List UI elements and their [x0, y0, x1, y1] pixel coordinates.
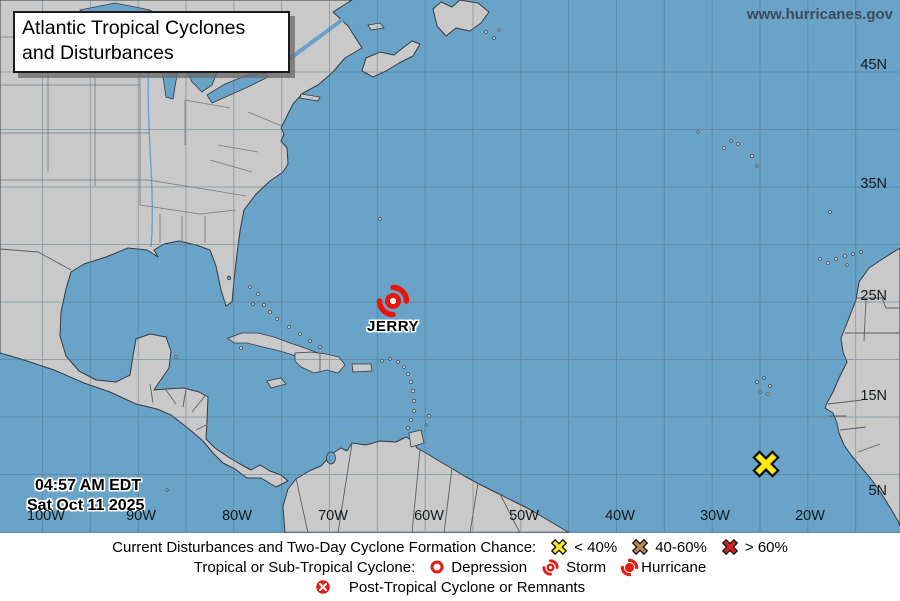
- legend-item-40-60: 40-60%: [631, 538, 707, 556]
- lat-label-25n: 25N: [860, 288, 887, 304]
- nova-scotia: [361, 40, 421, 78]
- timestamp-time: 04:57 AM EDT: [35, 477, 142, 494]
- legend-storm-label: Storm: [566, 558, 607, 576]
- lake-erie: [206, 69, 269, 104]
- island-dots: [165, 28, 863, 492]
- lat-label-15n: 15N: [860, 388, 887, 404]
- storm-name-label: JERRY: [367, 318, 419, 335]
- puerto-rico-island: [351, 363, 373, 373]
- legend-depression-label: Depression: [451, 558, 528, 576]
- legend-40-60-label: 40-60%: [655, 538, 707, 556]
- long-island: [299, 93, 321, 102]
- legend-row-post-tropical: Post-Tropical Cyclone or Remnants: [0, 578, 900, 597]
- state-borders: [0, 36, 900, 534]
- legend-gt60-label: > 60%: [744, 538, 788, 556]
- storm-arm-top: [390, 284, 410, 304]
- legend-item-storm: Storm: [541, 558, 606, 577]
- legend-post-tropical-label: Post-Tropical Cyclone or Remnants: [348, 578, 586, 596]
- x-red-icon: [721, 538, 739, 556]
- timestamp: 04:57 AM EDT Sat Oct 11 2025: [27, 476, 144, 516]
- country-borders: [0, 248, 900, 534]
- legend-disturbance-heading: Current Disturbances and Two-Day Cyclone…: [112, 538, 537, 556]
- lon-label-70w: 70W: [318, 508, 348, 524]
- legend-item-gt60: > 60%: [721, 538, 788, 556]
- disturbance-marker-x[interactable]: [752, 450, 780, 478]
- map-title-line2: and Disturbances: [22, 41, 174, 64]
- legend-item-depression: Depression: [429, 559, 527, 576]
- legend-lt40-label: < 40%: [574, 538, 618, 556]
- legend-cyclone-heading: Tropical or Sub-Tropical Cyclone:: [193, 558, 416, 576]
- lat-label-35n: 35N: [860, 176, 887, 192]
- hurricanes-gov-label: www.hurricanes.gov: [746, 6, 893, 23]
- mississippi-river: [147, 61, 154, 248]
- depression-circle-icon: [430, 560, 444, 574]
- legend-item-hurricane: Hurricane: [620, 558, 706, 577]
- map-title: Atlantic Tropical Cyclones and Disturban…: [13, 11, 290, 73]
- africa-landmass: [824, 247, 900, 527]
- lon-label-40w: 40W: [605, 508, 635, 524]
- hurricane-swirl-icon: [620, 558, 639, 576]
- prince-edward-island: [367, 22, 385, 31]
- lon-label-60w: 60W: [414, 508, 444, 524]
- lake-maracaibo: [326, 451, 336, 465]
- map-title-line1: Atlantic Tropical Cyclones: [22, 17, 246, 39]
- lon-label-50w: 50W: [509, 508, 539, 524]
- atlantic-basin-map: [0, 0, 900, 534]
- lon-label-100w: 100W: [27, 508, 65, 524]
- legend-hurricane-label: Hurricane: [641, 558, 707, 576]
- latlon-gridlines: [0, 0, 900, 534]
- timestamp-date: Sat Oct 11 2025: [27, 497, 145, 514]
- lon-label-20w: 20W: [795, 508, 825, 524]
- legend: Current Disturbances and Two-Day Cyclone…: [0, 533, 900, 601]
- storm-marker-jerry[interactable]: [376, 284, 410, 318]
- x-yellow-icon: [551, 538, 568, 556]
- lake-okeechobee: [226, 275, 232, 281]
- legend-row-disturbances: Current Disturbances and Two-Day Cyclone…: [0, 538, 900, 557]
- lon-label-80w: 80W: [222, 508, 252, 524]
- trinidad-island: [408, 429, 425, 448]
- lat-label-5n: 5N: [868, 483, 887, 499]
- x-orange-icon: [632, 538, 649, 556]
- legend-row-cyclones: Tropical or Sub-Tropical Cyclone: Depres…: [0, 558, 900, 577]
- newfoundland: [432, 0, 490, 37]
- lon-label-90w: 90W: [126, 508, 156, 524]
- disturbance-x-glyph: [752, 450, 780, 478]
- storm-arm-bottom: [376, 298, 396, 318]
- jamaica-island: [266, 377, 287, 389]
- lat-label-45n: 45N: [860, 57, 887, 73]
- legend-item-lt40: < 40%: [550, 538, 617, 556]
- post-tropical-icon: [316, 580, 330, 594]
- lon-label-30w: 30W: [700, 508, 730, 524]
- storm-eye: [389, 297, 397, 305]
- storm-swirl-icon: [542, 558, 559, 576]
